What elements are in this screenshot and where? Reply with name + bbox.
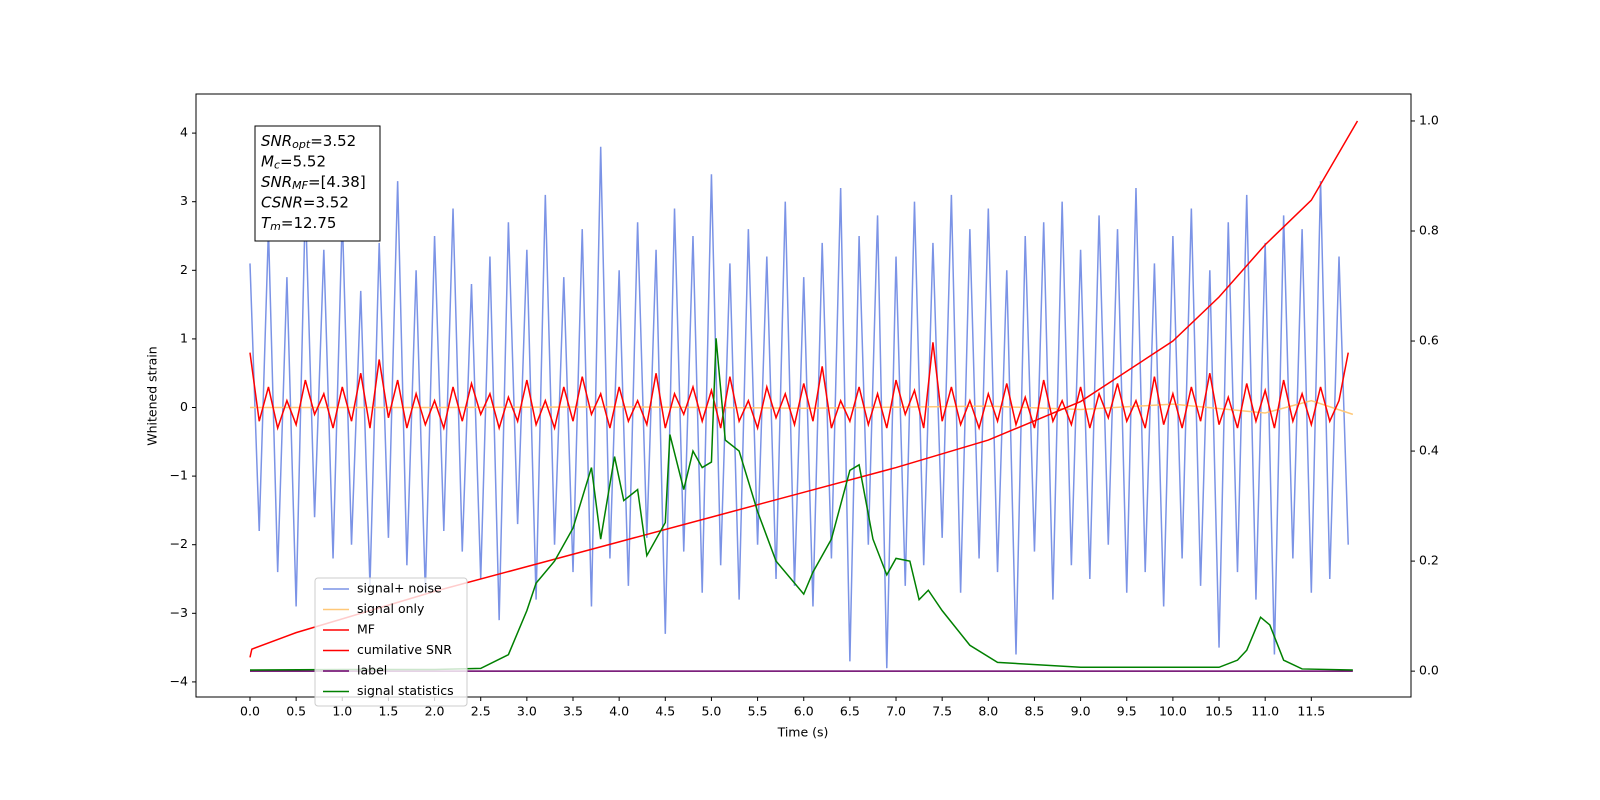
annotation-line: CSNR=3.52	[261, 193, 349, 211]
annotation-value: =12.75	[281, 214, 337, 232]
annotation-line: Tm=12.75	[261, 214, 336, 234]
x-tick-label: 4.5	[655, 704, 675, 719]
y2-tick-label: 1.0	[1419, 112, 1439, 127]
y-tick-label: 3	[180, 193, 188, 208]
legend-label: signal only	[357, 601, 425, 616]
annotation-value: =3.52	[303, 193, 349, 211]
x-tick-label: 11.5	[1297, 704, 1325, 719]
annotation-symbol: T	[261, 214, 272, 232]
x-tick-label: 10.0	[1159, 704, 1187, 719]
x-tick-label: 3.5	[563, 704, 583, 719]
legend-label: signal statistics	[357, 683, 454, 698]
annotation-value: =[4.38]	[308, 173, 366, 191]
x-tick-label: 0.0	[240, 704, 260, 719]
x-tick-label: 5.5	[748, 704, 768, 719]
x-tick-label: 10.5	[1205, 704, 1233, 719]
x-tick-label: 9.5	[1117, 704, 1137, 719]
y-tick-label: −2	[170, 536, 188, 551]
x-tick-label: 0.5	[286, 704, 306, 719]
x-tick-label: 8.5	[1025, 704, 1045, 719]
series-line	[249, 338, 1353, 671]
series-line	[249, 399, 1354, 416]
y2-tick-label: 0.0	[1419, 663, 1439, 678]
legend-box	[314, 577, 468, 707]
series-line	[249, 342, 1349, 431]
x-tick-label: 3.0	[517, 704, 537, 719]
y-tick-label: −3	[170, 605, 188, 620]
x-tick-label: 6.0	[794, 704, 814, 719]
legend-label: signal+ noise	[357, 581, 442, 596]
annotation-subscript: MF	[292, 179, 308, 192]
annotation-subscript: opt	[292, 138, 311, 151]
x-tick-label: 8.0	[978, 704, 998, 719]
y-tick-label: 1	[180, 330, 188, 345]
annotation-symbol: CSNR	[261, 193, 303, 211]
x-tick-label: 1.5	[378, 704, 398, 719]
annotation-value: =3.52	[310, 132, 356, 150]
annotation-value: =5.52	[280, 152, 326, 170]
x-axis-label: Time (s)	[777, 725, 829, 740]
x-tick-label: 2.0	[425, 704, 445, 719]
y2-tick-label: 0.6	[1419, 333, 1439, 348]
annotation-line: SNRMF=[4.38]	[261, 173, 366, 193]
x-tick-label: 7.0	[886, 704, 906, 719]
y-tick-label: 2	[180, 262, 188, 277]
x-tick-label: 7.5	[932, 704, 952, 719]
y2-tick-label: 0.4	[1419, 443, 1439, 458]
x-tick-label: 6.5	[840, 704, 860, 719]
y-tick-label: −1	[170, 468, 188, 483]
annotation-symbol: M	[261, 152, 274, 170]
x-tick-label: 4.0	[609, 704, 629, 719]
annotation-line: Mc=5.52	[261, 152, 326, 172]
annotation-line: SNRopt=3.52	[261, 132, 356, 152]
legend-label: MF	[357, 622, 375, 637]
annotation-subscript: c	[274, 159, 280, 172]
annotation: SNRopt=3.52Mc=5.52SNRMF=[4.38]CSNR=3.52T…	[254, 125, 381, 242]
y-tick-label: −4	[170, 673, 188, 688]
y-tick-label: 0	[180, 399, 188, 414]
y-axis-label: Whitened strain	[145, 346, 160, 445]
annotation-box	[254, 125, 381, 242]
legend: signal+ noise signal only MF cumilative SNR…	[314, 577, 468, 707]
x-tick-label: 2.5	[471, 704, 491, 719]
annotation-symbol: SNR	[261, 132, 292, 150]
y-tick-label: 4	[180, 125, 188, 140]
x-tick-label: 11.0	[1251, 704, 1279, 719]
y2-tick-label: 0.2	[1419, 553, 1439, 568]
annotation-symbol: SNR	[261, 173, 292, 191]
y2-tick-label: 0.8	[1419, 222, 1439, 237]
annotation-subscript: m	[270, 220, 281, 233]
series-line	[249, 146, 1349, 669]
x-tick-label: 1.0	[332, 704, 352, 719]
x-tick-label: 9.0	[1071, 704, 1091, 719]
legend-label: cumilative SNR	[357, 642, 452, 657]
legend-label: label	[357, 663, 387, 678]
x-tick-label: 5.0	[701, 704, 721, 719]
plot-frame	[195, 93, 1412, 698]
